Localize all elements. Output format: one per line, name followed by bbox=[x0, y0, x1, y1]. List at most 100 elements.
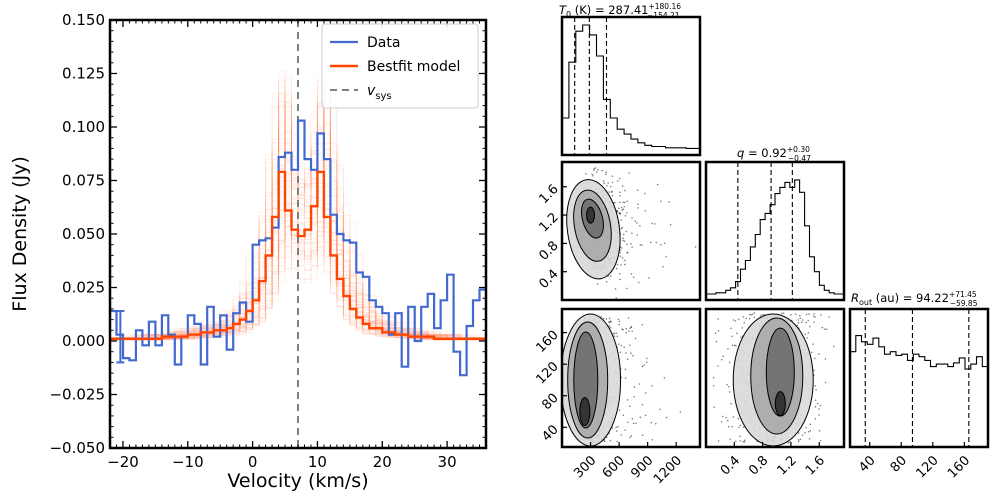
sample-point bbox=[801, 434, 804, 436]
corner-y-tick-label: 0.8 bbox=[536, 238, 561, 263]
sample-point bbox=[656, 183, 659, 186]
sample-point bbox=[606, 436, 608, 439]
sample-point bbox=[614, 288, 617, 290]
sample-point bbox=[644, 210, 647, 212]
data-series-line bbox=[110, 119, 486, 377]
sample-point bbox=[730, 327, 732, 330]
sample-point bbox=[651, 439, 654, 441]
sample-point bbox=[808, 437, 811, 440]
sample-point bbox=[623, 201, 626, 204]
sample-point bbox=[741, 327, 744, 329]
sample-point bbox=[805, 313, 808, 316]
sample-point bbox=[825, 328, 828, 331]
sample-point bbox=[628, 330, 630, 332]
hist-rout-panel: 40 80 120 160 bbox=[848, 307, 990, 481]
sample-point bbox=[630, 435, 633, 437]
sample-point bbox=[816, 402, 819, 405]
sample-point bbox=[624, 377, 627, 379]
sample-point bbox=[634, 220, 637, 222]
hist-rout bbox=[850, 335, 988, 370]
sample-point bbox=[624, 368, 627, 371]
scatter-t0-q-panel: 0.4 0.8 1.2 1.6 bbox=[536, 160, 702, 302]
x-axis-label: Velocity (km/s) bbox=[227, 470, 368, 492]
sample-point bbox=[813, 315, 815, 318]
sample-point bbox=[651, 385, 653, 387]
sample-point bbox=[610, 326, 612, 329]
sample-point bbox=[620, 344, 623, 347]
sample-point bbox=[743, 321, 745, 324]
sample-point bbox=[617, 425, 619, 428]
sample-point bbox=[727, 425, 730, 428]
sample-point bbox=[618, 343, 620, 345]
sample-point bbox=[602, 317, 605, 320]
sample-point bbox=[624, 429, 626, 431]
sample-point bbox=[662, 265, 664, 268]
sample-point bbox=[794, 313, 797, 316]
legend-vsys-label: vsys bbox=[367, 83, 392, 102]
sample-point bbox=[669, 223, 672, 226]
model-sample-line bbox=[110, 191, 486, 340]
sample-point bbox=[618, 207, 620, 209]
sample-point bbox=[742, 316, 745, 318]
sample-point bbox=[813, 313, 815, 315]
sample-point bbox=[585, 173, 587, 175]
sample-point bbox=[736, 332, 738, 335]
sample-point bbox=[633, 386, 636, 388]
y-tick-label: −0.050 bbox=[49, 439, 105, 457]
y-tick-label: 0.000 bbox=[62, 332, 105, 350]
sample-point bbox=[729, 438, 731, 440]
y-ticks: −0.050 −0.025 0.000 0.025 0.050 0.075 0.100 0.1… bbox=[49, 11, 486, 457]
sample-point bbox=[621, 226, 623, 229]
sample-point bbox=[759, 315, 762, 317]
sample-point bbox=[626, 358, 629, 360]
corner-x-tick-label: 40 bbox=[856, 453, 878, 475]
sample-point bbox=[806, 337, 808, 339]
sample-point bbox=[679, 411, 682, 413]
sample-point bbox=[668, 201, 670, 203]
sample-point bbox=[824, 381, 827, 384]
sample-point bbox=[631, 246, 633, 248]
sample-point bbox=[659, 408, 661, 411]
model-sample-line bbox=[110, 225, 486, 340]
sample-point bbox=[732, 319, 735, 321]
sample-point bbox=[593, 167, 595, 170]
sample-point bbox=[619, 249, 622, 251]
sample-point bbox=[610, 191, 613, 193]
sample-point bbox=[828, 316, 830, 318]
sample-point bbox=[787, 441, 790, 444]
sample-point bbox=[615, 332, 618, 334]
hist-q-frame bbox=[704, 160, 846, 302]
corner-y-tick-label: 160 bbox=[533, 328, 561, 356]
sample-point bbox=[731, 344, 734, 347]
sample-point bbox=[605, 318, 608, 320]
sample-point bbox=[818, 430, 821, 432]
sample-point bbox=[625, 352, 627, 354]
corner-x-tick-label: 1.6 bbox=[803, 453, 828, 478]
sample-point bbox=[618, 273, 621, 275]
sample-point bbox=[612, 333, 614, 335]
sample-point bbox=[591, 173, 593, 176]
sample-point bbox=[631, 330, 633, 332]
sample-point bbox=[717, 330, 720, 332]
sample-point bbox=[739, 435, 741, 437]
sample-point bbox=[800, 321, 803, 323]
sample-point bbox=[619, 351, 622, 353]
corner-x-tick-label: 300 bbox=[571, 453, 599, 481]
sample-point bbox=[731, 425, 733, 428]
sample-point bbox=[629, 327, 631, 329]
sample-point bbox=[622, 239, 624, 242]
y-tick-label: 0.100 bbox=[62, 118, 105, 136]
sample-point bbox=[720, 358, 723, 361]
sample-point bbox=[619, 191, 621, 193]
y-tick-label: 0.050 bbox=[62, 225, 105, 243]
sample-point bbox=[814, 357, 816, 360]
x-tick-label: 0 bbox=[248, 453, 258, 471]
sample-point bbox=[807, 431, 810, 433]
sample-point bbox=[611, 194, 614, 197]
corner-x-tick-label: 120 bbox=[913, 453, 941, 481]
sample-point bbox=[644, 392, 647, 394]
sample-point bbox=[608, 317, 611, 320]
hist-q bbox=[706, 179, 844, 295]
corner-y-tick-label: 40 bbox=[539, 422, 561, 444]
sample-point bbox=[597, 169, 599, 171]
